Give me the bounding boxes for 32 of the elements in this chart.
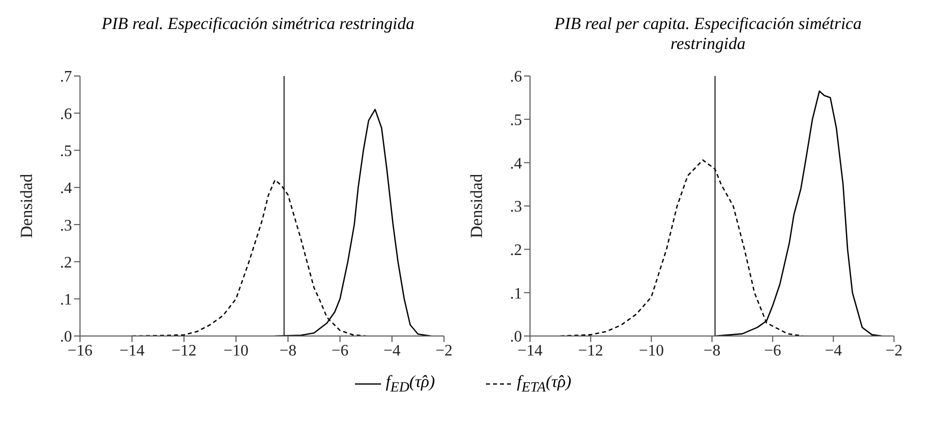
x-tick-label: −6 xyxy=(764,342,782,360)
y-tick-label: .1 xyxy=(60,292,72,309)
y-tick-label: .1 xyxy=(510,285,522,302)
chart-title: PIB real per capita. Especificación simétrica restringida xyxy=(553,13,863,55)
y-tick-label: .4 xyxy=(510,155,522,172)
legend-label: f$_{ED}$(τ̂ρ) xyxy=(386,372,435,396)
y-tick-label: .6 xyxy=(510,68,522,86)
y-tick-label: .5 xyxy=(60,142,72,160)
x-tick-label: −14 xyxy=(119,342,145,360)
x-tick-label: −8 xyxy=(703,342,721,360)
y-tick-label: .5 xyxy=(510,112,522,130)
chart-title: PIB real. Especificación simétrica restringida xyxy=(100,13,416,35)
x-tick-label: −12 xyxy=(578,342,604,360)
x-tick-label: −10 xyxy=(638,342,664,360)
y-axis-title: Densidad xyxy=(467,173,486,238)
legend-label: f$_{ETA}$(τ̂ρ) xyxy=(516,372,572,396)
x-tick-label: −8 xyxy=(279,342,297,360)
y-tick-label: .6 xyxy=(60,106,72,123)
x-tick-label: −2 xyxy=(435,342,453,360)
y-axis-title: Densidad xyxy=(17,173,36,238)
y-tick-label: .2 xyxy=(510,242,522,260)
x-tick-label: −2 xyxy=(885,342,903,360)
x-tick-label: −6 xyxy=(331,342,349,360)
y-tick-label: .7 xyxy=(60,68,72,86)
y-tick-label: .3 xyxy=(510,198,522,216)
y-tick-label: .3 xyxy=(60,217,72,234)
x-tick-label: −12 xyxy=(171,342,197,360)
y-tick-label: .4 xyxy=(60,180,72,198)
x-tick-label: −10 xyxy=(223,342,249,360)
x-tick-label: −4 xyxy=(383,342,401,360)
x-tick-label: −4 xyxy=(824,342,842,360)
y-tick-label: .2 xyxy=(60,254,72,272)
